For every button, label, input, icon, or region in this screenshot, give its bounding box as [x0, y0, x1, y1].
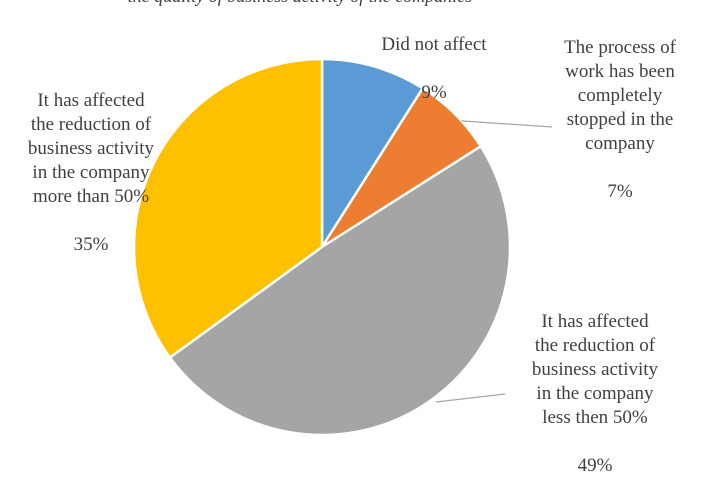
pie-slice-more-than-50 — [132, 57, 324, 359]
slice-percent: 7% — [607, 181, 633, 202]
pie-slices — [132, 57, 512, 437]
pie-slice-did-not-affect — [320, 57, 424, 249]
chart-title: the quality of business activity of the … — [20, 0, 580, 8]
slice-label-did-not-affect: Did not affect 9% — [339, 9, 529, 129]
slice-percent: 49% — [577, 455, 613, 476]
slice-percent: 9% — [421, 82, 447, 103]
slice-label-less-than-50: It has affected the reduction of busines… — [505, 286, 685, 502]
slice-label-work-stopped: The process of work has been completely … — [545, 12, 695, 228]
slice-label-text: Did not affect — [381, 34, 487, 55]
slice-label-text: It has affected the reduction of busines… — [27, 90, 155, 207]
leader-line-work-stopped — [461, 120, 553, 128]
slice-percent: 35% — [73, 234, 109, 255]
slice-label-more-than-50: It has affected the reduction of busines… — [0, 65, 182, 281]
leader-lines — [435, 120, 553, 403]
leader-line-less-than-50 — [435, 393, 506, 403]
slice-label-text: It has affected the reduction of busines… — [531, 311, 659, 428]
pie-chart — [132, 57, 553, 437]
slice-label-text: The process of work has been completely … — [564, 37, 676, 154]
pie-slice-less-than-50 — [168, 145, 512, 437]
